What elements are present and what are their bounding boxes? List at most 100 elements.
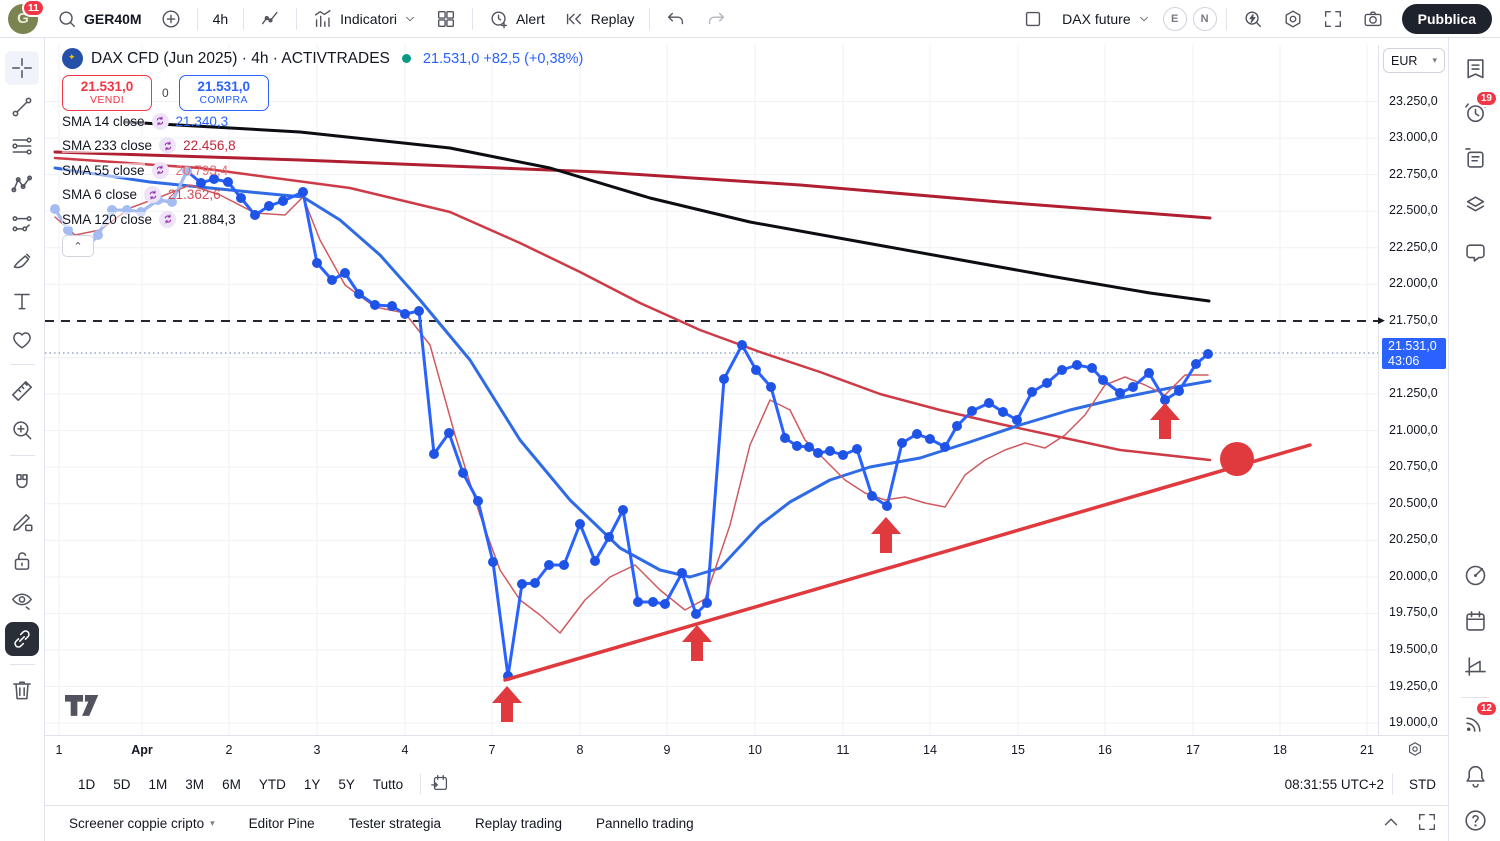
chart-style-button[interactable]	[251, 4, 289, 34]
screenshot-button[interactable]	[1354, 4, 1392, 34]
price-marker	[940, 442, 950, 452]
watchlist-symbol-button[interactable]: DAX future	[1054, 4, 1158, 34]
sidebar-watchlist-button[interactable]	[1456, 49, 1494, 87]
fullscreen-button[interactable]	[1314, 4, 1352, 34]
sell-button[interactable]: 21.531,0 VENDI	[62, 75, 152, 111]
go-to-date-button[interactable]	[429, 772, 451, 797]
price-chart-canvas[interactable]	[45, 45, 1378, 735]
up-arrow-drawing[interactable]	[492, 686, 522, 722]
compare-symbol-button[interactable]	[152, 4, 190, 34]
replay-button[interactable]: Replay	[555, 4, 643, 34]
alert-button[interactable]: Alert	[480, 4, 553, 34]
bottom-tab-screener-coppie-cripto[interactable]: Screener coppie cripto ▾	[69, 816, 215, 831]
tool-zoom-in[interactable]	[5, 413, 39, 447]
bottom-tab-tester-strategia[interactable]: Tester strategia	[348, 816, 441, 831]
sidebar-streams-button[interactable]: 12	[1456, 700, 1498, 741]
series-price[interactable]	[53, 169, 1210, 678]
tool-emoji[interactable]	[5, 323, 39, 357]
symbol-title[interactable]: DAX CFD (Jun 2025) · 4h · ACTIVTRADES	[91, 49, 390, 67]
timezone-mode[interactable]: STD	[1409, 776, 1436, 792]
tool-lock-open[interactable]	[5, 544, 39, 578]
multichart-select-button[interactable]	[1014, 4, 1052, 34]
market-open-dot-icon[interactable]	[401, 54, 411, 63]
undo-button[interactable]	[657, 4, 695, 34]
time-scale[interactable]: 1 Apr 2 3 4 7 8 9 10 11 14 15 16 17 18 21	[45, 735, 1448, 763]
maximize-panel-button[interactable]	[1416, 811, 1438, 836]
settings-button[interactable]	[1274, 4, 1312, 34]
tool-fib-retracement[interactable]	[5, 129, 39, 163]
buy-button[interactable]: 21.531,0 COMPRA	[178, 75, 269, 111]
redo-button[interactable]	[697, 4, 735, 34]
range-6m-button[interactable]: 6M	[213, 772, 250, 797]
expand-panel-chevron-button[interactable]	[1380, 811, 1402, 836]
symbol-search-button[interactable]: GER40M	[48, 4, 150, 34]
tool-magnet[interactable]	[5, 466, 39, 500]
series-sma120[interactable]	[123, 120, 1211, 303]
tool-trash[interactable]	[5, 673, 39, 707]
range-ytd-button[interactable]: YTD	[250, 772, 295, 797]
refresh-icon[interactable]	[151, 112, 169, 130]
publish-button[interactable]: Pubblica	[1401, 3, 1492, 34]
currency-selector-button[interactable]: EUR ▾	[1383, 48, 1445, 73]
sidebar-chat-button[interactable]	[1456, 233, 1494, 271]
refresh-icon[interactable]	[144, 186, 162, 204]
tool-link[interactable]	[5, 622, 39, 656]
right-sidebar: 19 12	[1448, 38, 1500, 841]
range-3m-button[interactable]: 3M	[176, 772, 213, 797]
series-sma55[interactable]	[53, 156, 1212, 462]
news-badge-button[interactable]: N	[1192, 6, 1217, 31]
range-tutto-button[interactable]: Tutto	[364, 772, 412, 797]
legend-row[interactable]: SMA 233 close 22.456,8	[62, 134, 236, 159]
legend-row[interactable]: SMA 6 close 21.362,6	[62, 183, 236, 208]
interval-button[interactable]: 4h	[205, 4, 237, 34]
sidebar-alerts-button[interactable]: 19	[1456, 90, 1498, 131]
sidebar-bell-button[interactable]	[1456, 756, 1494, 794]
earnings-badge-button[interactable]: E	[1162, 6, 1187, 31]
trendline-drawing[interactable]	[503, 443, 1312, 682]
refresh-icon[interactable]	[159, 137, 177, 155]
range-1d-button[interactable]: 1D	[69, 772, 104, 797]
price-scale[interactable]: EUR ▾ 21.531,0 43:06 23.250,0 23.000,0 22.…	[1378, 45, 1448, 735]
tool-forecast[interactable]	[5, 207, 39, 241]
up-arrow-drawing[interactable]	[871, 517, 901, 553]
range-1m-button[interactable]: 1M	[140, 772, 177, 797]
tool-crosshair[interactable]	[5, 51, 39, 85]
tool-text[interactable]	[5, 284, 39, 318]
tool-xabcd-pattern[interactable]	[5, 168, 39, 202]
legend-row[interactable]: SMA 120 close 21.884,3	[62, 207, 236, 232]
refresh-icon[interactable]	[159, 210, 177, 228]
sidebar-notes-button[interactable]	[1456, 139, 1494, 177]
sidebar-ideas-button[interactable]	[1456, 556, 1494, 594]
tool-hide-drawings[interactable]	[5, 583, 39, 617]
tool-drawing-mode[interactable]	[5, 505, 39, 539]
tool-ruler[interactable]	[5, 374, 39, 408]
quick-search-button[interactable]	[1234, 4, 1272, 34]
collapse-legend-button[interactable]: ⌃	[62, 235, 94, 257]
range-5d-button[interactable]: 5D	[104, 772, 139, 797]
up-arrow-drawing[interactable]	[682, 625, 712, 661]
legend-row[interactable]: SMA 55 close 20.793,4	[62, 158, 236, 183]
series-sma233[interactable]	[53, 150, 1212, 220]
bottom-tab-pannello-trading[interactable]: Pannello trading	[596, 816, 694, 831]
series-sma14[interactable]	[53, 166, 1212, 579]
range-1y-button[interactable]: 1Y	[295, 772, 330, 797]
timezone-settings-button[interactable]	[1403, 738, 1427, 762]
sidebar-calendar-button[interactable]	[1456, 602, 1494, 640]
legend-row[interactable]: SMA 14 close 21.340,3	[62, 109, 236, 134]
circle-drawing[interactable]	[1220, 442, 1254, 476]
up-arrow-drawing[interactable]	[1150, 403, 1180, 439]
bottom-tab-editor-pine[interactable]: Editor Pine	[248, 816, 315, 831]
range-5y-button[interactable]: 5Y	[329, 772, 364, 797]
sidebar-trading-panel-button[interactable]	[1456, 647, 1494, 685]
indicator-templates-button[interactable]	[427, 4, 465, 34]
indicators-button[interactable]: Indicatori	[304, 4, 425, 34]
sidebar-help-button[interactable]	[1456, 801, 1494, 839]
sidebar-object-tree-button[interactable]	[1456, 185, 1494, 223]
tool-brush[interactable]	[5, 245, 39, 279]
session-clock[interactable]: 08:31:55 UTC+2	[1284, 776, 1384, 792]
tool-trend-line[interactable]	[5, 90, 39, 124]
series-sma6[interactable]	[54, 184, 1209, 634]
user-avatar[interactable]: G 11	[8, 0, 45, 34]
refresh-icon[interactable]	[151, 161, 169, 179]
bottom-tab-replay-trading[interactable]: Replay trading	[474, 816, 563, 831]
